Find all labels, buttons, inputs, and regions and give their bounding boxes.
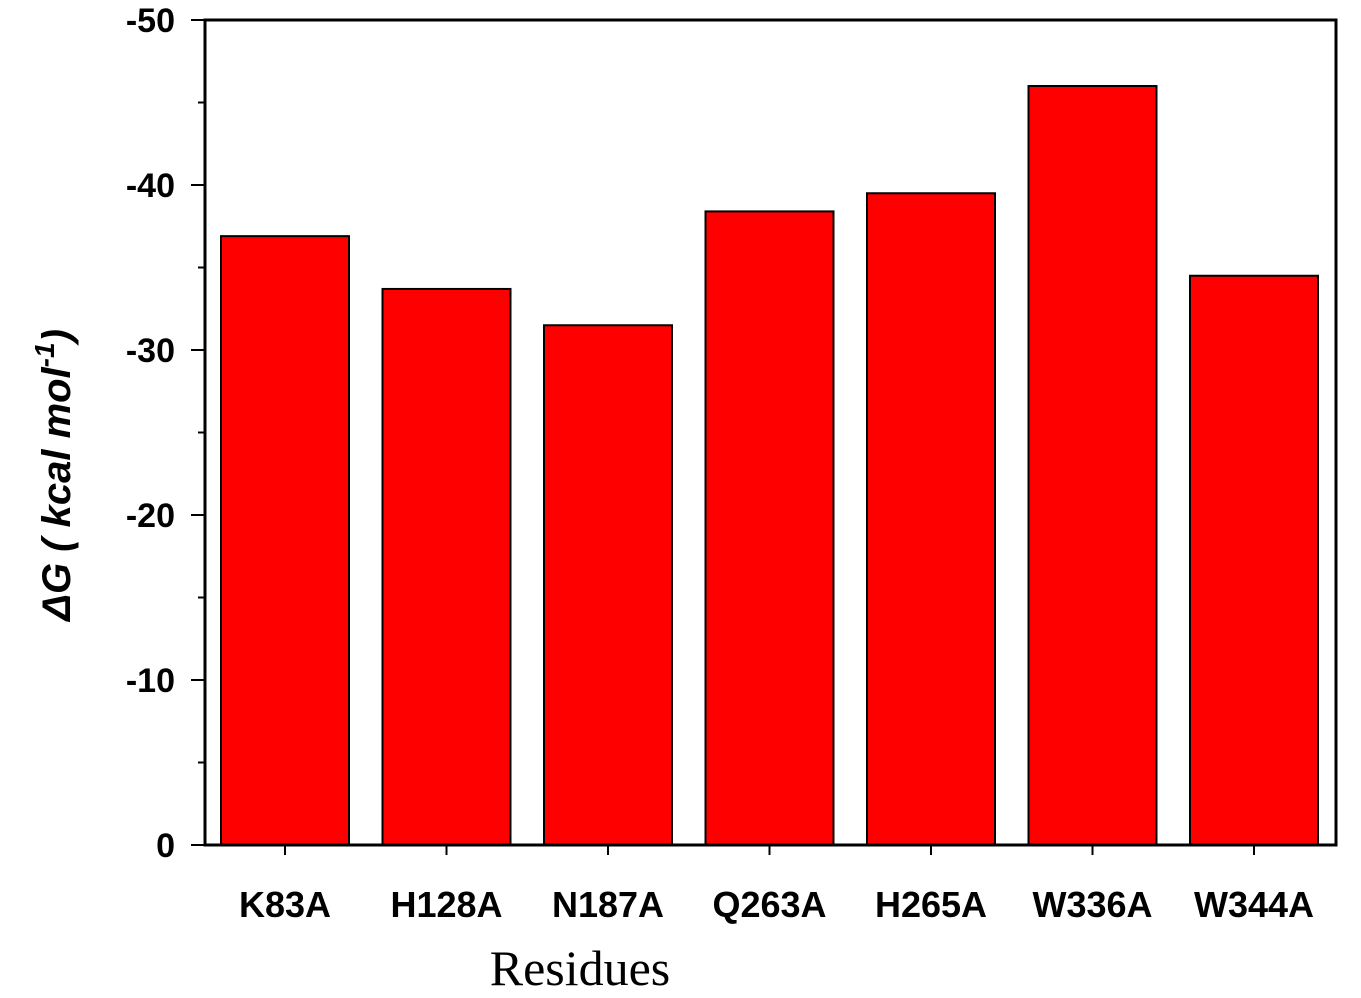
y-tick-label: -40 xyxy=(126,167,175,205)
x-tick-label: K83A xyxy=(239,884,331,925)
ticks-layer xyxy=(191,19,1255,855)
x-tick-label: H128A xyxy=(390,884,502,925)
bar-w344a xyxy=(1189,274,1319,846)
y-tick-label: -20 xyxy=(126,497,175,535)
bar-q263a xyxy=(704,210,835,846)
y-tick-label: -30 xyxy=(126,332,175,370)
y-axis-title-close: ) xyxy=(35,329,79,346)
y-tick-label: 0 xyxy=(156,827,175,865)
bar-w336a xyxy=(1027,85,1158,846)
x-tick-label: W336A xyxy=(1032,884,1152,925)
y-axis-title-superscript: -1 xyxy=(29,342,60,367)
labels-layer: K83A H128A N187A Q263A H265A W336A W344A 0 -10 -2… xyxy=(126,2,1314,925)
bars-layer xyxy=(220,85,1319,846)
x-tick-label: N187A xyxy=(552,884,664,925)
bar-n187a xyxy=(543,324,673,846)
x-axis-title: Residues xyxy=(490,940,671,996)
bar-h128a xyxy=(381,287,512,846)
y-axis-title: ΔG ( kcal mol-1) xyxy=(29,329,79,623)
bar-h265a xyxy=(866,192,996,846)
bar-k83a xyxy=(220,235,350,846)
x-tick-label: H265A xyxy=(875,884,987,925)
y-tick-label: -50 xyxy=(126,2,175,40)
y-axis-title-main: ΔG ( kcal mol xyxy=(35,366,79,622)
x-tick-label: Q263A xyxy=(712,884,826,925)
x-tick-label: W344A xyxy=(1194,884,1314,925)
y-tick-label: -10 xyxy=(126,662,175,700)
